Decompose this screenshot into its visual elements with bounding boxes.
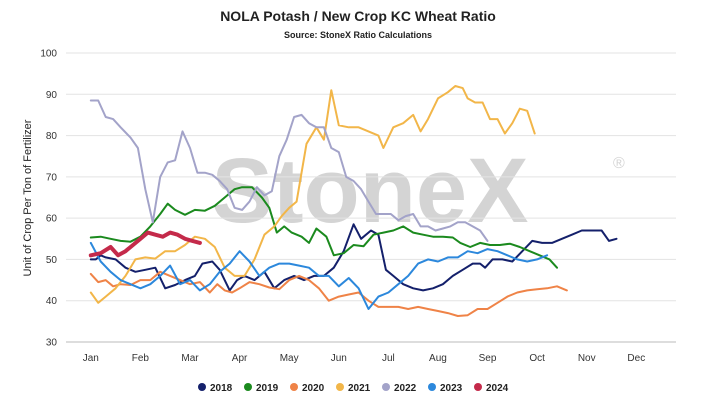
x-tick-label: Feb — [132, 353, 150, 364]
legend-label: 2022 — [394, 383, 417, 394]
legend-marker — [290, 383, 298, 391]
legend[interactable]: 2018 2019 2020 2021 2022 2023 2024 — [198, 383, 509, 394]
series-line-2018 — [89, 223, 618, 292]
legend-label: 2018 — [210, 383, 233, 394]
x-tick-label: Oct — [529, 353, 545, 364]
y-axis-ticks: 30 40 50 60 70 80 90 100 — [40, 49, 57, 349]
legend-item-2021[interactable]: 2021 — [336, 383, 371, 394]
x-tick-label: Jan — [83, 353, 99, 364]
y-tick-label: 30 — [46, 338, 58, 349]
x-tick-label: Apr — [232, 353, 248, 364]
y-tick-label: 50 — [46, 255, 58, 266]
x-tick-label: Jun — [331, 353, 347, 364]
series-line-2021 — [89, 85, 536, 304]
series-line-2024 — [88, 230, 202, 258]
y-tick-label: 90 — [46, 90, 58, 101]
x-tick-label: Aug — [429, 353, 447, 364]
legend-label: 2021 — [348, 383, 371, 394]
x-axis-ticks: Jan Feb Mar Apr May Jun Jul Aug Sep Oct Nov Dec — [83, 353, 645, 364]
legend-item-2023[interactable]: 2023 — [428, 383, 463, 394]
legend-marker — [336, 383, 344, 391]
series-lines — [88, 85, 618, 317]
legend-marker — [474, 383, 482, 391]
chart-subtitle: Source: StoneX Ratio Calculations — [284, 30, 432, 40]
series-line-2019 — [89, 186, 558, 269]
x-tick-label: Jul — [382, 353, 395, 364]
y-tick-label: 100 — [40, 49, 57, 60]
legend-item-2020[interactable]: 2020 — [290, 383, 325, 394]
x-tick-label: May — [280, 353, 299, 364]
legend-item-2019[interactable]: 2019 — [244, 383, 279, 394]
y-tick-label: 70 — [46, 172, 58, 183]
legend-item-2024[interactable]: 2024 — [474, 383, 509, 394]
x-tick-label: Nov — [578, 353, 596, 364]
y-tick-label: 80 — [46, 131, 58, 142]
legend-marker — [244, 383, 252, 391]
legend-marker — [382, 383, 390, 391]
legend-item-2018[interactable]: 2018 — [198, 383, 233, 394]
series-line-2023 — [89, 241, 549, 310]
chart-title: NOLA Potash / New Crop KC Wheat Ratio — [220, 8, 496, 24]
series-line-2020 — [89, 270, 568, 317]
watermark-text: StoneX — [212, 140, 529, 242]
y-axis-label: Unit of Crop Per Ton of Fertilizer — [22, 119, 34, 276]
gridlines — [66, 52, 676, 343]
series-line-2022 — [89, 99, 489, 242]
watermark: StoneX ® — [212, 140, 625, 242]
x-tick-label: Dec — [627, 353, 645, 364]
legend-marker — [428, 383, 436, 391]
legend-marker — [198, 383, 206, 391]
x-tick-label: Sep — [479, 353, 497, 364]
legend-label: 2024 — [486, 383, 509, 394]
x-tick-label: Mar — [181, 353, 199, 364]
legend-label: 2023 — [440, 383, 463, 394]
legend-label: 2020 — [302, 383, 325, 394]
watermark-registered-mark: ® — [613, 155, 625, 172]
y-tick-label: 60 — [46, 214, 58, 225]
y-tick-label: 40 — [46, 296, 58, 307]
legend-item-2022[interactable]: 2022 — [382, 383, 417, 394]
legend-label: 2019 — [256, 383, 279, 394]
